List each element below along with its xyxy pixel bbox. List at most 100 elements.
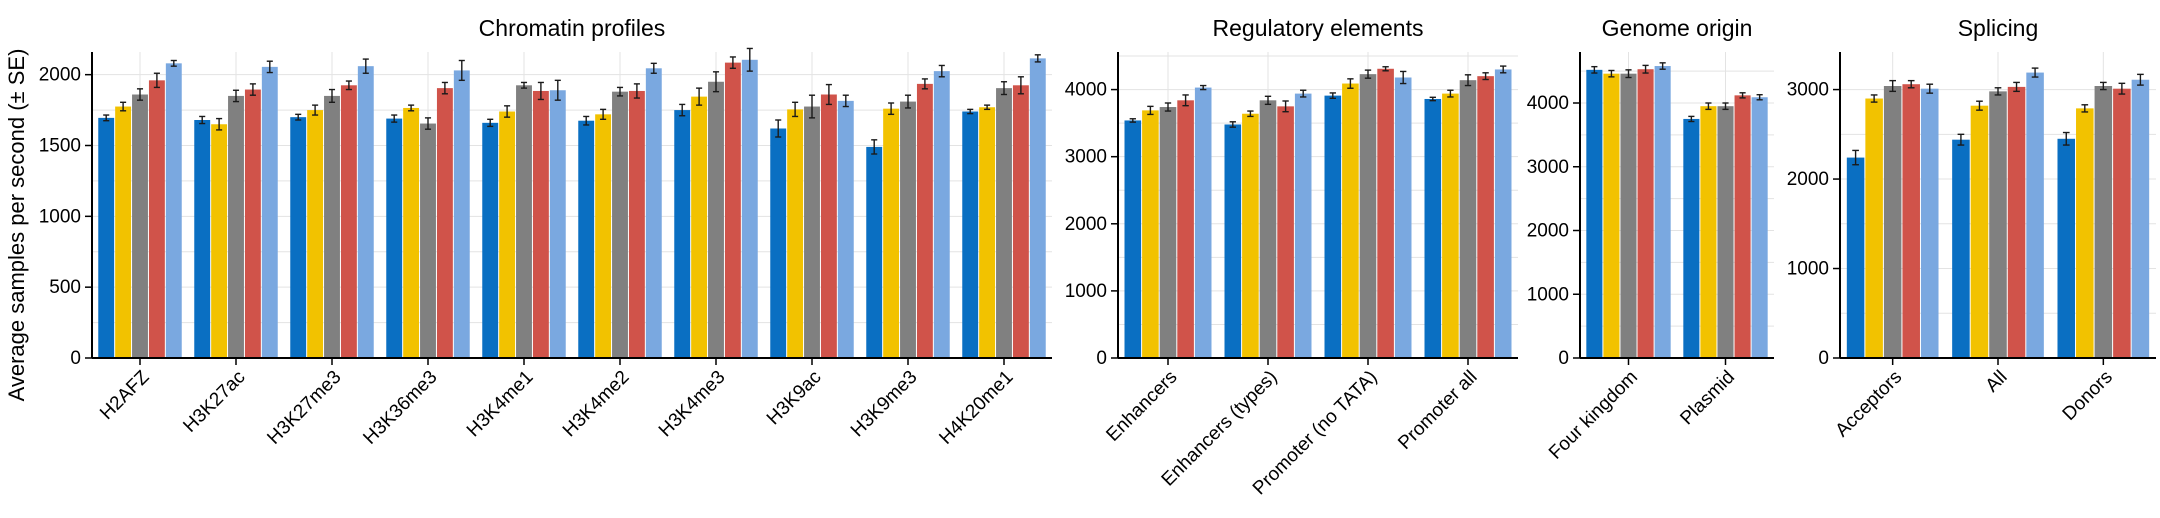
y-tick-label: 1000	[1065, 281, 1107, 302]
bar	[1424, 98, 1442, 358]
panel-title: Chromatin profiles	[479, 15, 666, 41]
bar	[2057, 138, 2076, 358]
y-tick-label: 2000	[39, 65, 81, 86]
bar	[453, 70, 470, 359]
bar	[324, 95, 340, 359]
y-tick-label: 1000	[39, 206, 81, 227]
x-tick-label: Acceptors	[1832, 367, 1907, 442]
bar	[1259, 100, 1277, 358]
bar	[612, 91, 628, 359]
bar	[1586, 69, 1603, 358]
bar	[1989, 91, 2007, 359]
bar	[1342, 83, 1359, 358]
y-tick-label: 4000	[1527, 93, 1569, 114]
bar	[549, 90, 566, 358]
bar	[307, 110, 324, 358]
bar	[1494, 69, 1512, 359]
y-tick-label: 1000	[1527, 284, 1569, 305]
x-tick-label: Enhancers	[1102, 367, 1181, 446]
bar	[1159, 107, 1177, 359]
bar	[1952, 139, 1970, 358]
y-tick-label: 2000	[1527, 221, 1569, 242]
bar	[403, 107, 420, 358]
bar	[1377, 68, 1394, 359]
bar	[1124, 120, 1142, 359]
bar	[1324, 95, 1342, 359]
y-tick-label: 0	[1096, 348, 1107, 369]
x-tick-label: H3K27ac	[179, 367, 249, 437]
bar	[804, 106, 820, 359]
bar	[741, 59, 758, 359]
bar	[228, 95, 244, 359]
bar	[724, 62, 741, 358]
bar	[787, 109, 804, 358]
x-tick-label: Promoter all	[1394, 367, 1481, 454]
y-tick-label: 0	[1558, 348, 1569, 369]
y-tick-label: 4000	[1065, 80, 1107, 101]
panel-title: Splicing	[1958, 15, 2039, 41]
bar	[482, 122, 499, 358]
bar	[1277, 106, 1294, 359]
bar	[1920, 88, 1939, 359]
bar	[1902, 84, 1920, 359]
bar	[1654, 66, 1671, 359]
bar	[1683, 118, 1700, 358]
bar	[1865, 98, 1883, 359]
bar	[261, 66, 278, 358]
x-tick-label: Donors	[2059, 367, 2117, 425]
bar	[194, 120, 211, 358]
bar	[820, 94, 837, 358]
panel-title: Regulatory elements	[1213, 15, 1424, 41]
bar	[1177, 100, 1194, 358]
bar	[770, 128, 787, 358]
bar	[1029, 58, 1046, 358]
bar	[1734, 95, 1751, 358]
bar	[1442, 93, 1459, 359]
bar	[244, 89, 261, 359]
x-tick-label: H3K9me3	[847, 367, 922, 442]
bar	[837, 100, 854, 358]
y-tick-label: 2000	[1787, 169, 1829, 190]
bar	[628, 90, 645, 358]
bar	[386, 118, 403, 358]
bar	[115, 106, 132, 359]
bar	[1224, 124, 1242, 358]
bar	[1142, 110, 1159, 358]
x-tick-label: H3K9ac	[763, 367, 826, 430]
bar	[2076, 108, 2094, 358]
x-tick-label: H3K4me2	[559, 367, 634, 442]
bar	[1620, 73, 1637, 359]
bar	[1477, 76, 1494, 358]
bar	[595, 114, 612, 358]
x-tick-label: All	[1982, 367, 2012, 397]
bar	[1459, 80, 1477, 359]
y-tick-label: 1500	[39, 136, 81, 157]
bar	[1717, 106, 1734, 358]
bar	[996, 88, 1012, 358]
bar	[645, 68, 662, 359]
bar	[883, 108, 900, 359]
x-tick-label: Four kingdom	[1545, 367, 1642, 464]
y-tick-label: 500	[49, 277, 81, 298]
x-tick-label: Plasmid	[1676, 367, 1739, 430]
bar	[933, 71, 950, 358]
bar	[962, 111, 979, 358]
y-tick-label: 3000	[1065, 147, 1107, 168]
bar	[708, 81, 724, 358]
bar	[2094, 86, 2113, 358]
y-tick-label: 3000	[1787, 80, 1829, 101]
bar	[1603, 73, 1620, 359]
panel-3: Splicing Acceptors All Donors 0 1000 2000 3000	[1787, 15, 2156, 441]
bar	[340, 85, 357, 359]
bar	[499, 111, 516, 358]
panel-title: Genome origin	[1602, 15, 1753, 41]
bar	[165, 63, 182, 358]
bar	[691, 96, 708, 358]
bar	[1970, 105, 1989, 359]
y-tick-label: 0	[70, 348, 81, 369]
bar	[916, 83, 933, 358]
bar	[674, 110, 691, 358]
bar	[357, 66, 374, 359]
